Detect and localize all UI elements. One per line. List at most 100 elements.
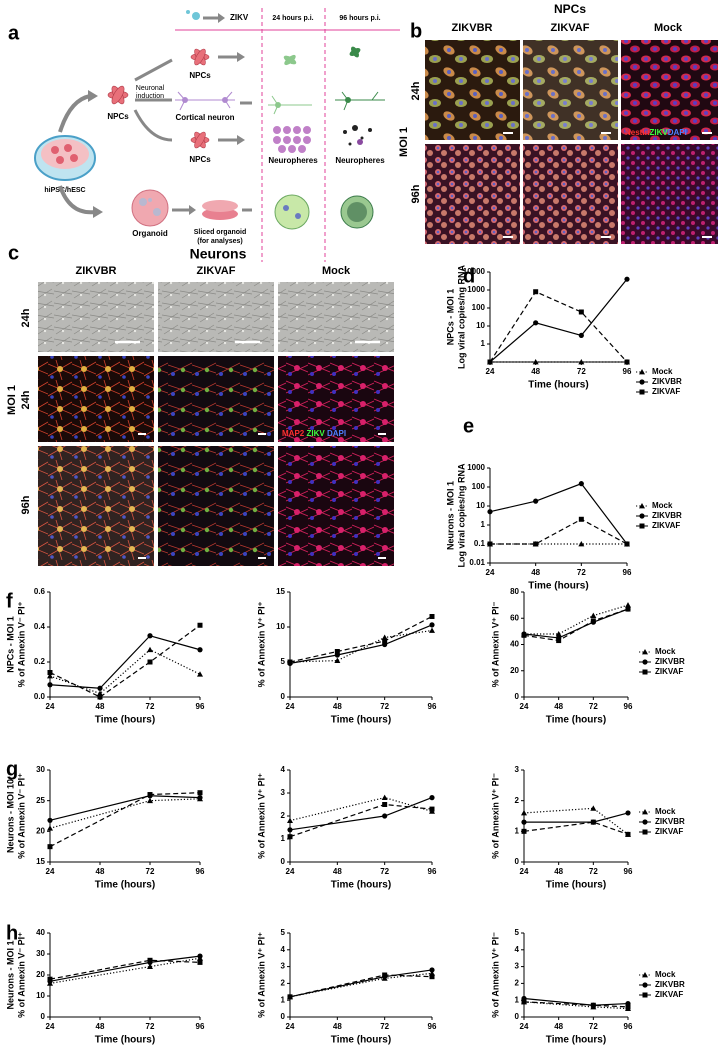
stain: ZIKV	[306, 429, 325, 438]
marker	[287, 834, 293, 840]
legend-label: ZIKVAF	[655, 667, 683, 676]
panel-title: Neurons	[190, 246, 247, 262]
marker	[624, 276, 630, 282]
y-tick-label: 1	[281, 834, 286, 843]
marker	[521, 999, 527, 1005]
marker	[287, 994, 293, 1000]
marker	[47, 817, 53, 823]
y-tick-label: 30	[36, 949, 45, 958]
virus-label: ZIKV	[230, 13, 249, 22]
marker	[521, 819, 527, 825]
legend-marker	[639, 379, 645, 385]
y-tick-label: 0	[515, 857, 520, 866]
legend-marker	[642, 829, 648, 835]
y-tick-label: 3	[515, 962, 520, 971]
x-tick-label: 72	[589, 1022, 598, 1031]
y-tick-label: 5	[281, 928, 286, 937]
micrograph	[425, 144, 520, 244]
x-tick-label: 96	[428, 1022, 437, 1031]
series-line	[49, 635, 201, 689]
x-axis-label: Time (hours)	[331, 1035, 391, 1046]
micrograph	[38, 446, 154, 566]
x-tick-label: 96	[196, 1022, 205, 1031]
x-tick-label: 96	[428, 867, 437, 876]
y-tick-label: 10	[36, 991, 45, 1000]
marker	[521, 828, 527, 834]
y-tick-label: 0	[41, 1012, 46, 1021]
series-line	[49, 959, 201, 980]
series-line	[490, 518, 628, 545]
y-tick-label: 60	[510, 613, 519, 622]
y-tick-label: 1	[281, 995, 286, 1004]
legend-label: ZIKVAF	[655, 827, 683, 836]
x-axis-label: Time (hours)	[95, 715, 155, 726]
panel-label: e	[463, 415, 474, 437]
panel-label: g	[6, 758, 18, 780]
x-tick-label: 72	[146, 1022, 155, 1031]
marker	[382, 802, 388, 807]
marker	[625, 810, 631, 816]
x-tick-label: 96	[196, 867, 205, 876]
marker	[147, 646, 153, 653]
legend-label: ZIKVAF	[652, 387, 680, 396]
micrograph	[278, 446, 394, 566]
legend-marker	[642, 819, 648, 825]
y-tick-label: 0.4	[34, 622, 46, 631]
x-tick-label: 24	[486, 568, 495, 577]
marker	[147, 963, 153, 969]
marker	[47, 670, 53, 675]
marker	[487, 541, 493, 547]
y-tick-label: 0	[515, 692, 520, 701]
y-axis-label: % of Annexin V⁺ PI⁺	[256, 601, 266, 687]
row-label: 24h	[410, 81, 422, 100]
x-tick-label: 72	[577, 568, 586, 577]
micrograph	[158, 446, 274, 566]
legend-marker	[642, 669, 648, 675]
marker	[429, 614, 435, 619]
legend-marker	[639, 523, 645, 529]
cell-label: Neuropheres	[268, 156, 318, 165]
column-header: ZIKVAF	[551, 22, 590, 34]
series-line	[289, 624, 433, 664]
legend-marker	[642, 992, 648, 998]
x-tick-label: 96	[624, 867, 633, 876]
marker	[147, 797, 153, 804]
series-line	[49, 798, 201, 829]
cell-label: NPCs	[107, 112, 129, 121]
y-tick-label: 0.0	[34, 692, 46, 701]
marker	[382, 972, 388, 978]
y-tick-label: 0	[281, 1012, 286, 1021]
marker	[521, 809, 527, 816]
marker	[197, 622, 203, 628]
y-axis-label: % of Annexin V⁻ PI⁺	[16, 773, 26, 859]
series-line	[524, 812, 629, 823]
cell-label: Sliced organoid	[194, 229, 247, 236]
cell-label: NPCs	[189, 155, 211, 164]
marker	[578, 516, 584, 522]
series-line	[289, 629, 433, 663]
marker	[625, 606, 631, 612]
marker	[197, 671, 203, 677]
x-tick-label: 24	[486, 367, 495, 376]
marker	[487, 509, 493, 515]
y-axis-label: % of Annexin V⁻ PI⁺	[16, 601, 26, 687]
marker	[578, 481, 584, 487]
x-tick-label: 96	[623, 568, 632, 577]
cell-label: Neuropheres	[335, 156, 385, 165]
source-label: hiPSC/hESC	[44, 187, 85, 194]
x-tick-label: 72	[380, 702, 389, 711]
series-line	[523, 608, 629, 642]
stain-legend: NestinZIKVDAPI	[625, 128, 687, 137]
stain-legend: MAP2 ZIKV DAPI	[282, 429, 346, 438]
marker	[197, 790, 203, 796]
marker	[624, 541, 630, 547]
series-line	[523, 1001, 629, 1010]
marker	[334, 649, 340, 654]
marker	[532, 359, 539, 365]
marker	[47, 682, 53, 688]
marker	[147, 633, 153, 639]
x-tick-label: 48	[96, 867, 105, 876]
row-label: 24h	[20, 308, 32, 327]
panel-c: c Neurons ZIKVBR ZIKVAF Mock 24h 24h 96h…	[6, 242, 394, 566]
y-tick-label: 10	[476, 501, 485, 510]
